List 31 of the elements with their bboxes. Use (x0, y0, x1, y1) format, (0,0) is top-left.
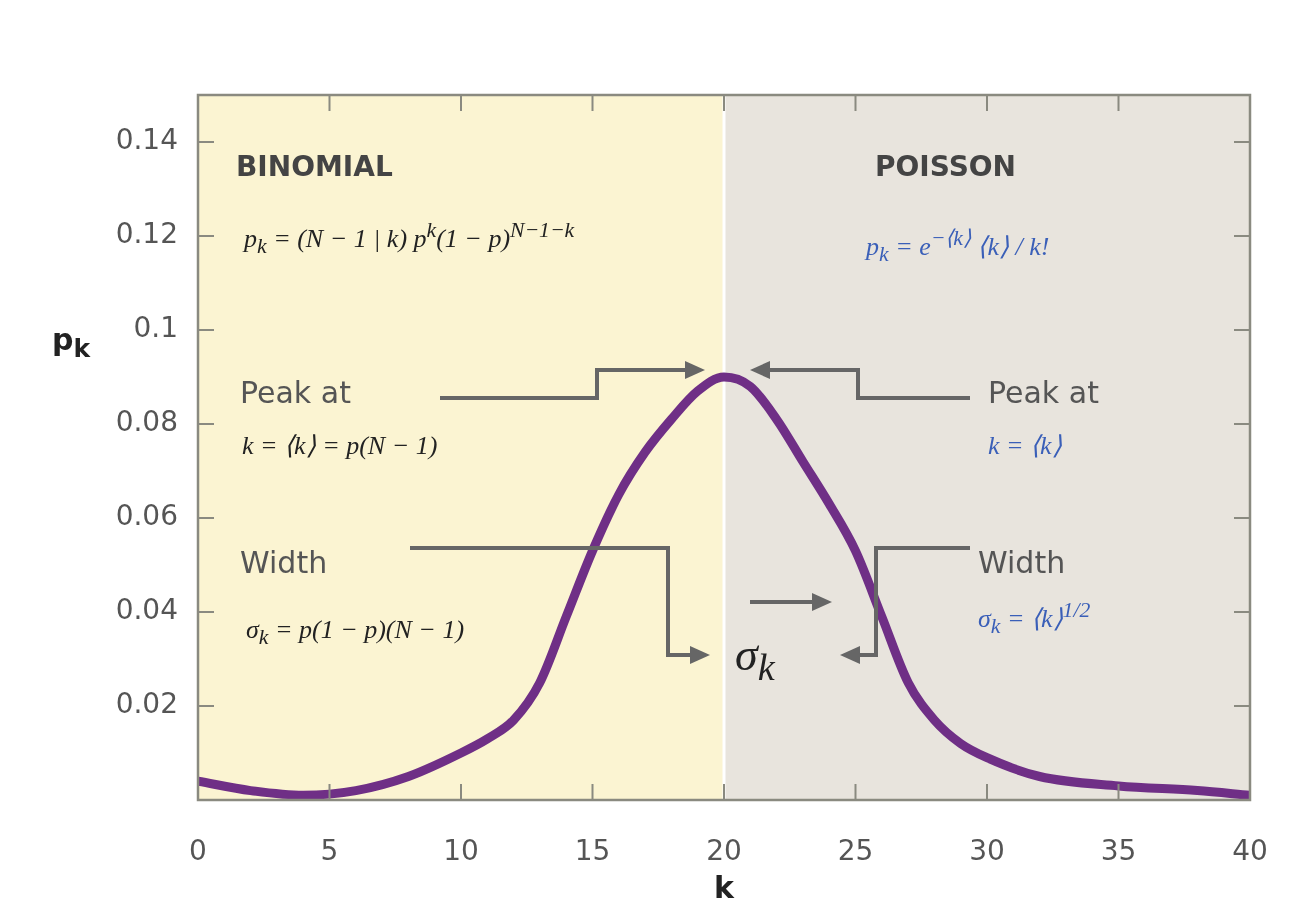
y-tick-label: 0.06 (115, 499, 178, 533)
y-tick-label: 0.02 (115, 687, 178, 721)
annotation: p$_{k}$ = e$^{−⟨k⟩}$ ⟨k⟩ / k! (866, 225, 1050, 267)
y-tick-label: 0.04 (115, 593, 178, 627)
annotation: k = ⟨k⟩ (988, 430, 1062, 461)
x-tick-label: 20 (706, 834, 742, 868)
annotation: k = ⟨k⟩ = p(N − 1) (242, 430, 438, 461)
x-tick-label: 15 (574, 834, 611, 868)
annotation: Peak at (988, 375, 1099, 410)
y-tick-label: 0.1 (133, 311, 178, 345)
y-axis-title: p$_{k}$ (52, 322, 91, 363)
x-tick-label: 5 (320, 834, 339, 868)
annotation: Peak at (240, 375, 351, 410)
y-tick-label: 0.14 (115, 123, 178, 157)
band-label: BINOMIAL (236, 150, 393, 183)
annotation: Width (978, 545, 1066, 580)
annotation: σ$_{k}$ (735, 628, 775, 690)
x-axis-title: k (714, 870, 734, 905)
y-tick-label: 0.08 (115, 405, 178, 439)
annotation: σ$_{k}$ = p(1 − p)(N − 1) (246, 615, 465, 651)
x-tick-label: 0 (189, 834, 207, 868)
band-label: POISSON (875, 150, 1017, 183)
x-tick-label: 25 (837, 834, 874, 868)
x-tick-label: 30 (969, 834, 1005, 868)
annotation: p$_{k}$ = (N − 1 | k) p$^{k}$(1 − p)$^{N−1−k}$ (244, 218, 575, 259)
x-tick-label: 40 (1232, 834, 1268, 868)
x-tick-label: 35 (1100, 834, 1137, 868)
annotation: Width (240, 545, 328, 580)
x-tick-label: 10 (443, 834, 479, 868)
annotation: σ$_{k}$ = ⟨k⟩$^{1/2}$ (978, 598, 1091, 639)
y-tick-label: 0.12 (115, 217, 178, 251)
